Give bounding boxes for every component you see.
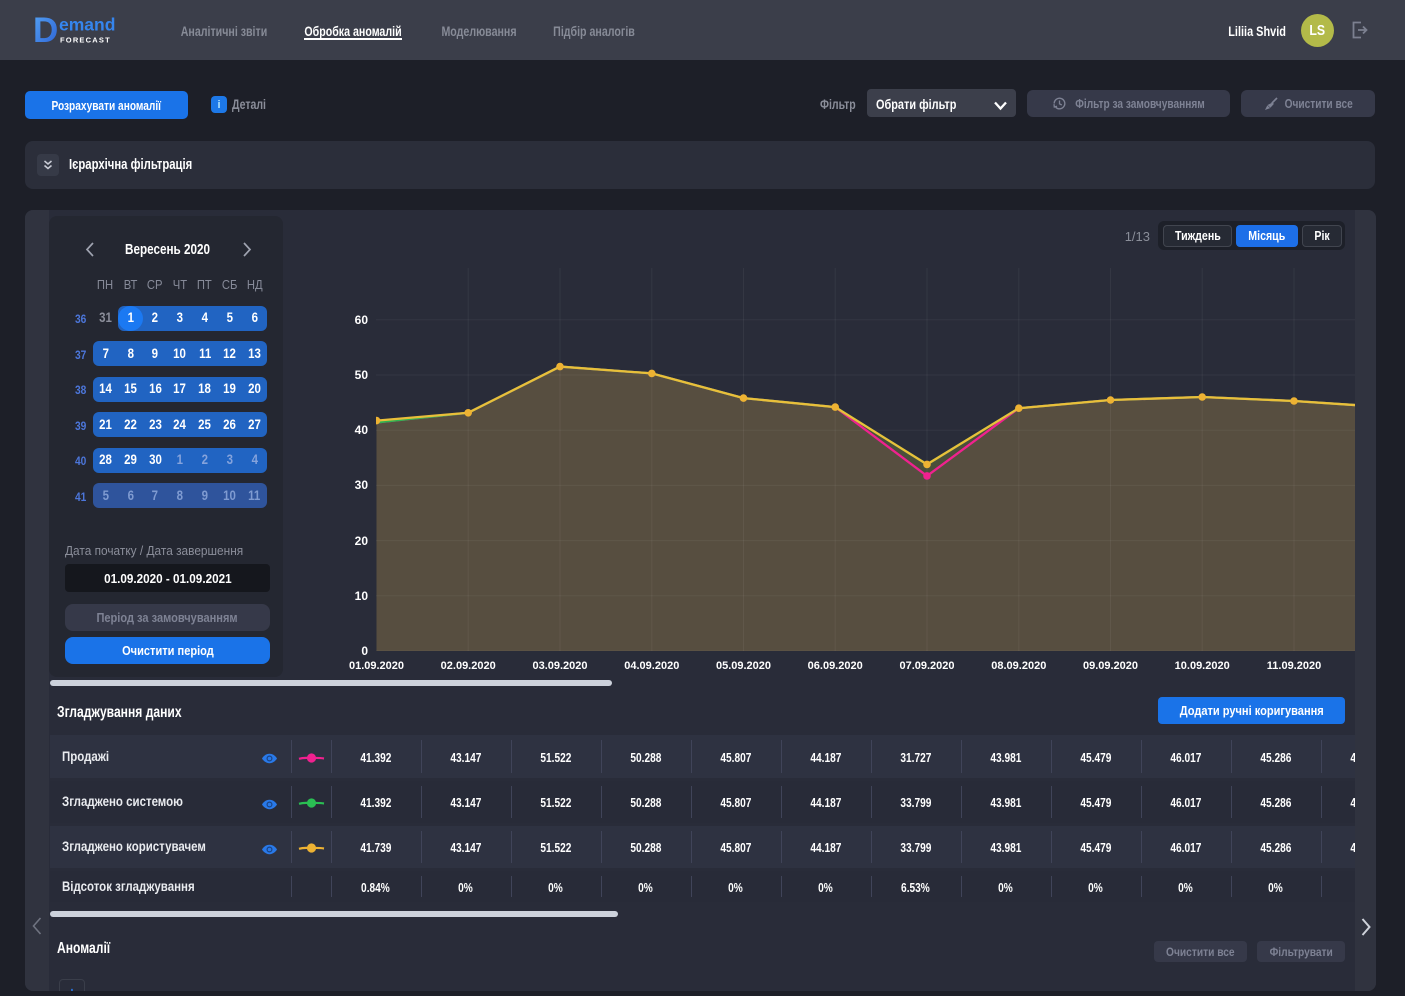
svg-text:D: D bbox=[33, 11, 58, 50]
svg-text:FORECAST: FORECAST bbox=[60, 36, 111, 45]
svg-text:emand: emand bbox=[59, 15, 115, 35]
